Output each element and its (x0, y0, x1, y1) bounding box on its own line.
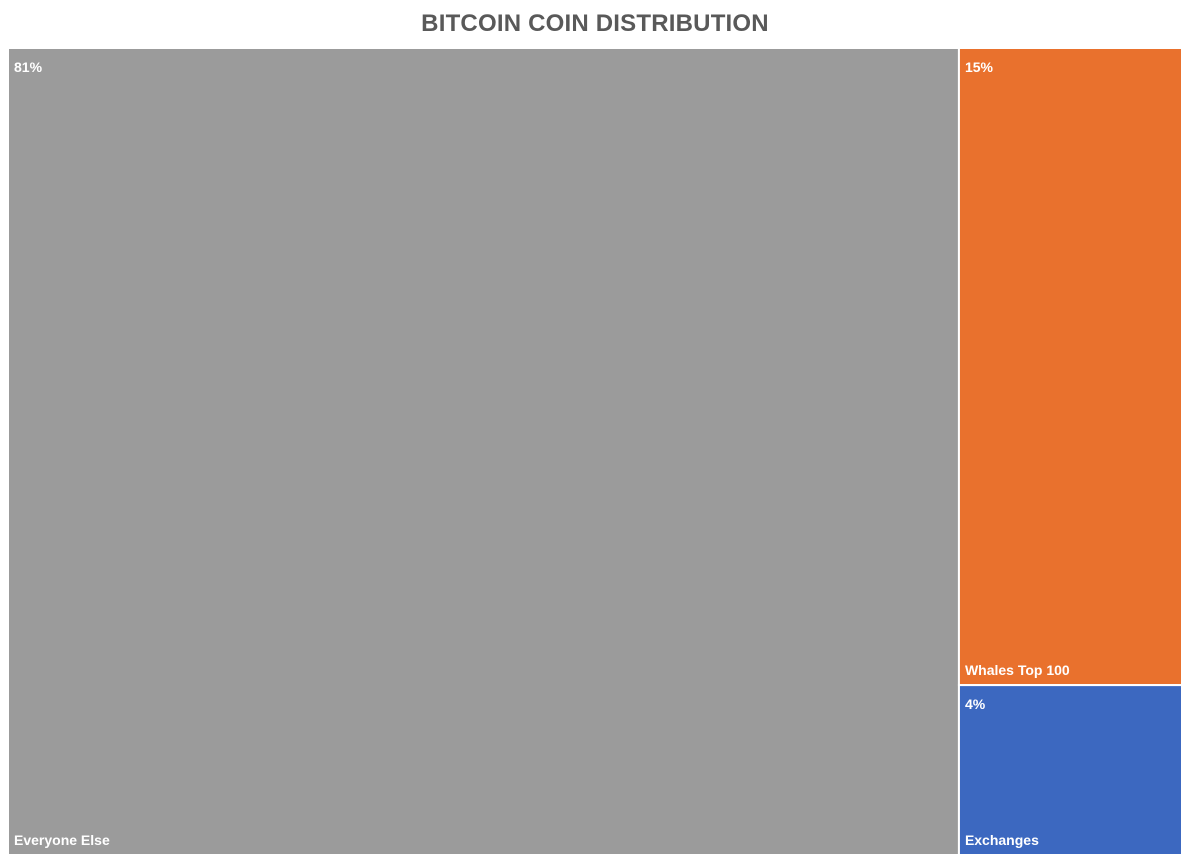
treemap-tile-whales-top-100 (957, 47, 1183, 687)
category-label-whales-top-100: Whales Top 100 (965, 662, 1070, 678)
data-label-whales-top-100: 15% (965, 59, 994, 75)
data-label-exchanges: 4% (965, 696, 986, 712)
category-label-everyone-else: Everyone Else (14, 832, 110, 848)
treemap-tile-exchanges (957, 684, 1183, 857)
treemap-tile-everyone-else (7, 47, 960, 856)
chart-title: BITCOIN COIN DISTRIBUTION (421, 10, 769, 37)
category-label-exchanges: Exchanges (965, 832, 1039, 848)
data-label-everyone-else: 81% (14, 59, 43, 75)
